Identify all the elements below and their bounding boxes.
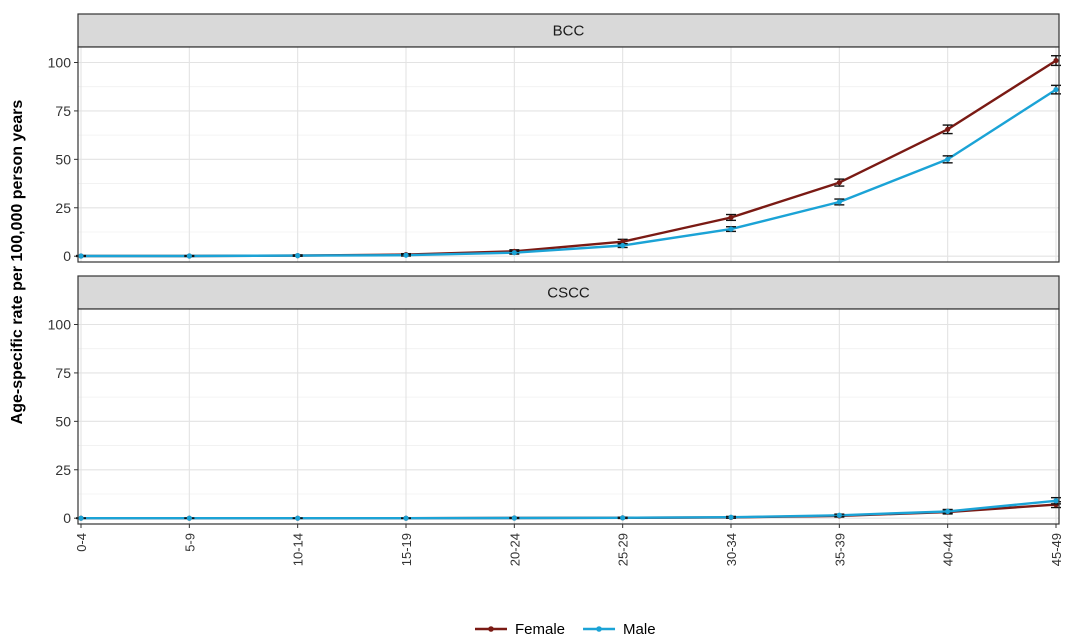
data-point xyxy=(78,515,84,521)
legend-label: Female xyxy=(515,621,565,638)
data-point xyxy=(945,156,951,162)
x-tick-label: 15-19 xyxy=(399,533,414,566)
panel-bcc: BCC 0 25 50 75 100 xyxy=(48,13,1061,264)
data-point xyxy=(186,253,192,259)
x-tick-label: 20-24 xyxy=(507,533,522,566)
y-tick-label: 50 xyxy=(55,151,71,167)
series-line-male xyxy=(81,499,1057,520)
plot-background xyxy=(78,47,1059,262)
panel-cscc: CSCC 0 25 50 75 100 0-4 5-9 10-14 15-19 20-24 25-29… xyxy=(48,275,1064,566)
data-point xyxy=(620,515,626,521)
y-tick-label: 0 xyxy=(63,248,71,264)
panel-border xyxy=(77,308,1060,525)
y-tick-label: 100 xyxy=(48,316,72,332)
data-point xyxy=(403,515,409,521)
strip-background xyxy=(77,13,1060,48)
data-point xyxy=(295,253,301,259)
data-point xyxy=(1053,57,1059,64)
legend-label: Male xyxy=(623,621,656,638)
data-point xyxy=(728,514,734,520)
y-tick-label: 75 xyxy=(55,103,71,119)
x-tick-label: 0-4 xyxy=(74,533,89,552)
data-point xyxy=(403,252,409,258)
series-line-male xyxy=(81,88,1057,258)
data-point xyxy=(836,199,842,205)
data-point xyxy=(511,515,517,521)
legend: Female Male xyxy=(475,621,656,638)
data-point xyxy=(78,253,84,259)
legend-item-female: Female xyxy=(475,621,565,638)
data-point xyxy=(295,515,301,521)
plot-background xyxy=(78,309,1059,524)
panels-layer: BCC 0 25 50 75 100 CSCC 0 25 50 75 100 0-4 5-9 10-14 15… xyxy=(48,13,1064,566)
x-tick-label: 25-29 xyxy=(616,533,631,566)
data-point xyxy=(945,508,951,515)
x-tick-label: 10-14 xyxy=(291,533,306,566)
x-tick-label: 30-34 xyxy=(724,533,739,566)
strip-label: CSCC xyxy=(547,285,590,302)
x-tick-label: 40-44 xyxy=(941,533,956,566)
x-tick-label: 45-49 xyxy=(1049,533,1064,566)
y-tick-label: 50 xyxy=(55,413,71,429)
data-point xyxy=(511,250,517,256)
series-male xyxy=(76,84,1061,259)
x-tick-label: 5-9 xyxy=(182,533,197,552)
y-tick-label: 25 xyxy=(55,462,71,478)
legend-marker xyxy=(488,626,494,632)
y-tick-label: 0 xyxy=(63,510,71,526)
data-point xyxy=(620,242,626,249)
strip-label: BCC xyxy=(553,23,585,40)
legend-item-male: Male xyxy=(583,621,656,638)
x-tick-label: 35-39 xyxy=(832,533,847,566)
data-point xyxy=(728,214,734,221)
data-point xyxy=(186,515,192,521)
data-point xyxy=(728,226,734,232)
panel-border xyxy=(77,46,1060,263)
y-tick-label: 25 xyxy=(55,200,71,216)
data-point xyxy=(945,126,951,132)
y-tick-label: 75 xyxy=(55,365,71,381)
data-point xyxy=(836,512,842,518)
y-tick-label: 100 xyxy=(48,54,72,70)
data-point xyxy=(836,179,842,186)
legend-marker xyxy=(596,626,602,632)
data-point xyxy=(1053,87,1059,93)
data-point xyxy=(1053,498,1059,504)
y-axis-title: Age-specific rate per 100,000 person yea… xyxy=(9,100,26,425)
